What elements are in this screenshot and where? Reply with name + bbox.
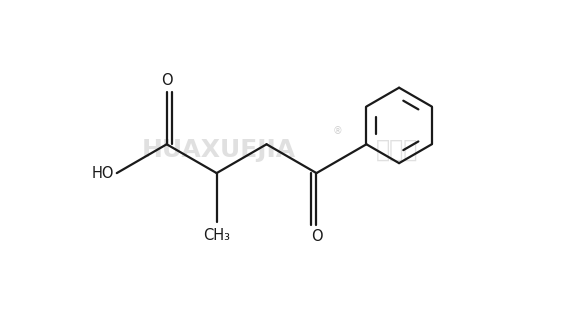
Text: O: O: [311, 229, 322, 244]
Text: 化学加: 化学加: [376, 138, 418, 162]
Text: ®: ®: [332, 126, 342, 136]
Text: HO: HO: [92, 166, 114, 180]
Text: O: O: [161, 73, 173, 88]
Text: CH₃: CH₃: [203, 228, 230, 244]
Text: HUAXUEJIA: HUAXUEJIA: [142, 138, 296, 162]
